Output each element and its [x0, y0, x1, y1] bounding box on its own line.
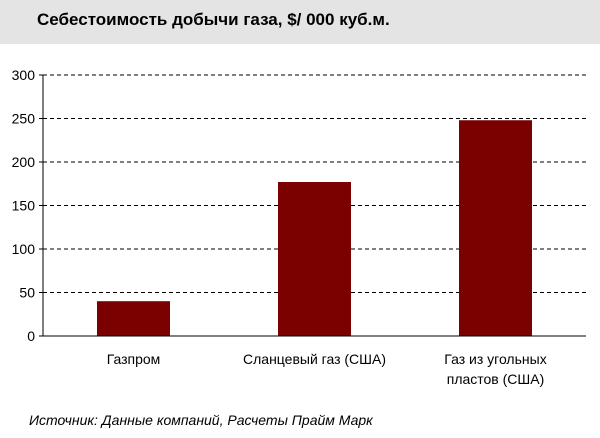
y-tick-label-200: 200 [12, 154, 36, 170]
y-tick-label-100: 100 [12, 241, 36, 257]
y-tick-label-250: 250 [12, 111, 36, 127]
title-band [0, 0, 600, 44]
x-tick-label-2-line-0: Газ из угольных [444, 351, 546, 367]
y-tick-label-150: 150 [12, 198, 36, 214]
x-tick-label-1: Сланцевый газ (США) [243, 351, 386, 367]
x-tick-label-2-line-1: пластов (США) [447, 371, 545, 387]
y-tick-label-50: 50 [19, 285, 35, 301]
x-tick-label-0: Газпром [107, 351, 161, 367]
chart-title: Себестоимость добычи газа, $/ 000 куб.м. [37, 10, 390, 29]
source-note: Источник: Данные компаний, Расчеты Прайм… [29, 412, 373, 428]
bar-0 [97, 301, 170, 336]
bar-2 [459, 120, 532, 337]
y-tick-label-0: 0 [27, 328, 35, 344]
y-tick-label-300: 300 [12, 67, 36, 83]
bar-1 [278, 182, 351, 336]
